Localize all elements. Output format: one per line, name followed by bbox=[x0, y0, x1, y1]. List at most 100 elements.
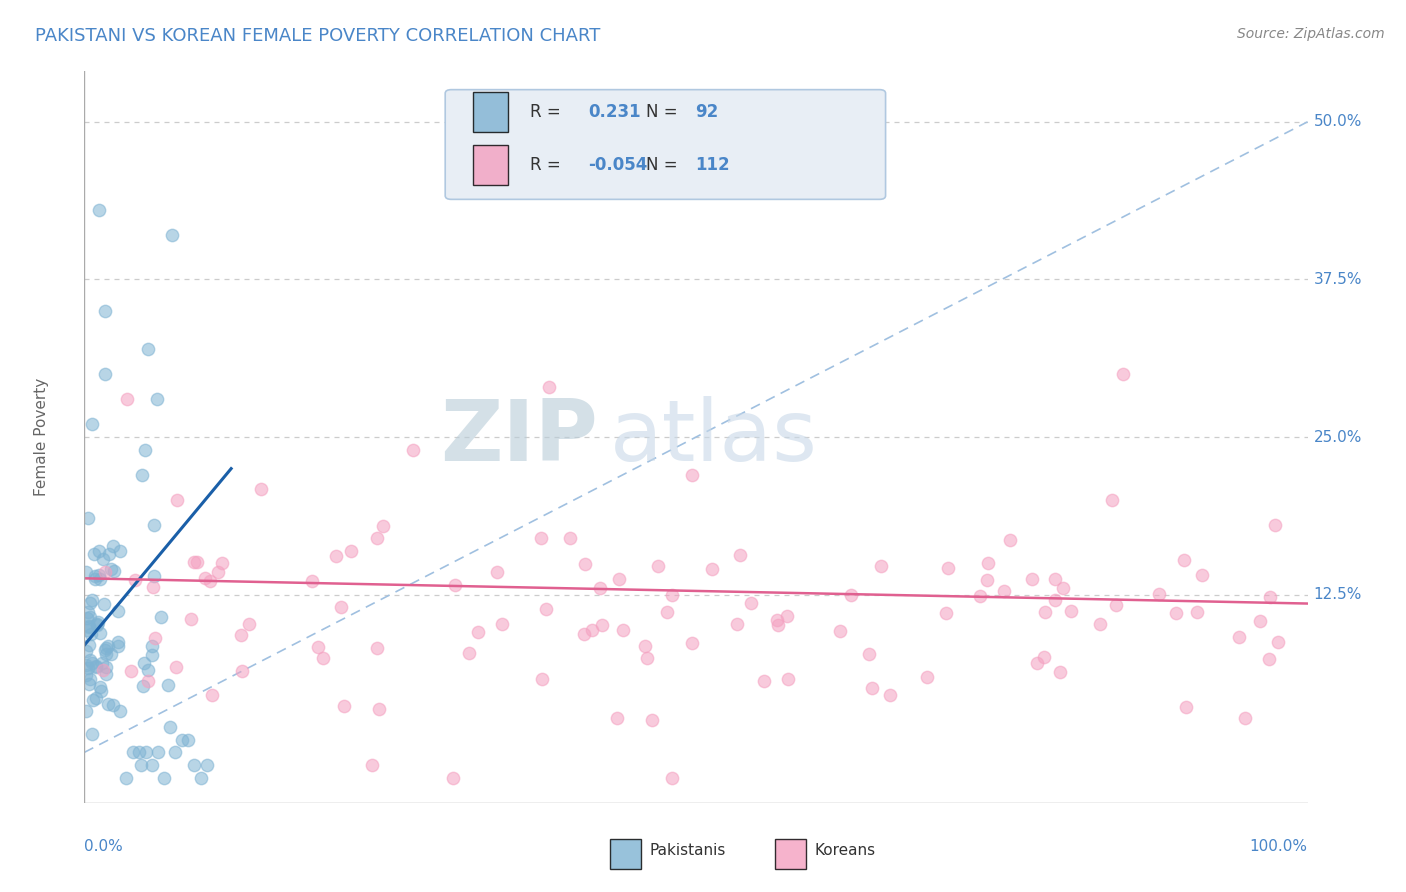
Point bbox=[612, 623, 634, 637]
Point bbox=[79, 596, 101, 610]
Point bbox=[195, 758, 218, 772]
Point bbox=[198, 574, 221, 588]
Point bbox=[1060, 604, 1083, 618]
Point bbox=[201, 689, 224, 703]
Point bbox=[141, 648, 163, 663]
Point bbox=[977, 556, 1000, 570]
Text: Pakistanis: Pakistanis bbox=[650, 843, 725, 858]
Point bbox=[238, 616, 260, 631]
Point bbox=[538, 379, 561, 393]
Point bbox=[108, 543, 131, 558]
Point bbox=[97, 698, 120, 712]
Point bbox=[134, 442, 156, 457]
Point bbox=[229, 628, 252, 642]
Point bbox=[83, 547, 105, 561]
Point bbox=[86, 618, 108, 632]
Point bbox=[915, 670, 938, 684]
Point bbox=[661, 771, 683, 785]
FancyBboxPatch shape bbox=[474, 92, 508, 132]
Point bbox=[86, 616, 108, 631]
Point bbox=[1112, 367, 1135, 381]
Point bbox=[82, 656, 104, 670]
Point bbox=[1088, 616, 1111, 631]
Text: 112: 112 bbox=[695, 156, 730, 174]
Point bbox=[657, 605, 679, 619]
Point bbox=[1185, 605, 1208, 619]
Point bbox=[91, 656, 114, 670]
Point bbox=[572, 626, 595, 640]
Point bbox=[97, 639, 120, 653]
Point bbox=[143, 518, 166, 533]
Point bbox=[143, 569, 166, 583]
Point bbox=[339, 543, 361, 558]
Point bbox=[84, 691, 107, 706]
Text: -0.054: -0.054 bbox=[588, 156, 648, 174]
Text: 50.0%: 50.0% bbox=[1313, 114, 1362, 129]
Text: atlas: atlas bbox=[610, 395, 818, 479]
Point bbox=[361, 758, 384, 772]
Point bbox=[752, 673, 775, 688]
Point bbox=[1021, 572, 1043, 586]
Text: N =: N = bbox=[645, 156, 683, 174]
Point bbox=[141, 758, 163, 772]
Point bbox=[132, 680, 155, 694]
Point bbox=[89, 568, 111, 582]
Point bbox=[77, 661, 100, 675]
Point bbox=[136, 674, 159, 689]
Point bbox=[858, 647, 880, 661]
Point bbox=[485, 566, 508, 580]
Point bbox=[301, 574, 323, 588]
Point bbox=[84, 659, 107, 673]
Text: 0.231: 0.231 bbox=[588, 103, 641, 121]
Point bbox=[1025, 656, 1047, 670]
Text: N =: N = bbox=[645, 103, 683, 121]
Point bbox=[75, 658, 97, 673]
Point bbox=[75, 644, 97, 658]
Point bbox=[159, 720, 181, 734]
Point bbox=[467, 624, 489, 639]
Point bbox=[1033, 605, 1056, 619]
Point bbox=[936, 560, 959, 574]
Point bbox=[607, 573, 630, 587]
Point bbox=[231, 665, 253, 679]
Point bbox=[135, 745, 157, 759]
Point bbox=[146, 745, 169, 759]
Point bbox=[115, 771, 138, 785]
Point bbox=[136, 342, 159, 356]
Point bbox=[100, 562, 122, 576]
Point bbox=[183, 555, 205, 569]
Point bbox=[560, 531, 582, 545]
Point bbox=[1267, 634, 1289, 648]
Point bbox=[860, 681, 883, 696]
FancyBboxPatch shape bbox=[474, 145, 508, 186]
Point bbox=[1166, 606, 1188, 620]
Point bbox=[373, 518, 395, 533]
Point bbox=[574, 557, 596, 571]
Point bbox=[1264, 518, 1286, 533]
Point bbox=[581, 623, 603, 637]
Text: 92: 92 bbox=[695, 103, 718, 121]
Text: R =: R = bbox=[530, 103, 565, 121]
Text: 12.5%: 12.5% bbox=[1313, 587, 1362, 602]
Point bbox=[156, 678, 179, 692]
Point bbox=[75, 668, 97, 682]
Text: Source: ZipAtlas.com: Source: ZipAtlas.com bbox=[1237, 27, 1385, 41]
Point bbox=[307, 640, 329, 655]
Point bbox=[591, 617, 613, 632]
Point bbox=[332, 698, 354, 713]
Point bbox=[681, 467, 703, 482]
Point bbox=[1175, 700, 1198, 714]
Point bbox=[1249, 614, 1271, 628]
Point bbox=[491, 616, 513, 631]
Point bbox=[776, 608, 799, 623]
Point bbox=[96, 660, 118, 674]
Point bbox=[107, 604, 129, 618]
Point bbox=[976, 573, 998, 587]
Point bbox=[89, 572, 111, 586]
Point bbox=[96, 640, 118, 655]
Text: ZIP: ZIP bbox=[440, 395, 598, 479]
Point bbox=[77, 619, 100, 633]
Point bbox=[776, 672, 799, 686]
Point bbox=[312, 650, 335, 665]
Point bbox=[103, 564, 125, 578]
